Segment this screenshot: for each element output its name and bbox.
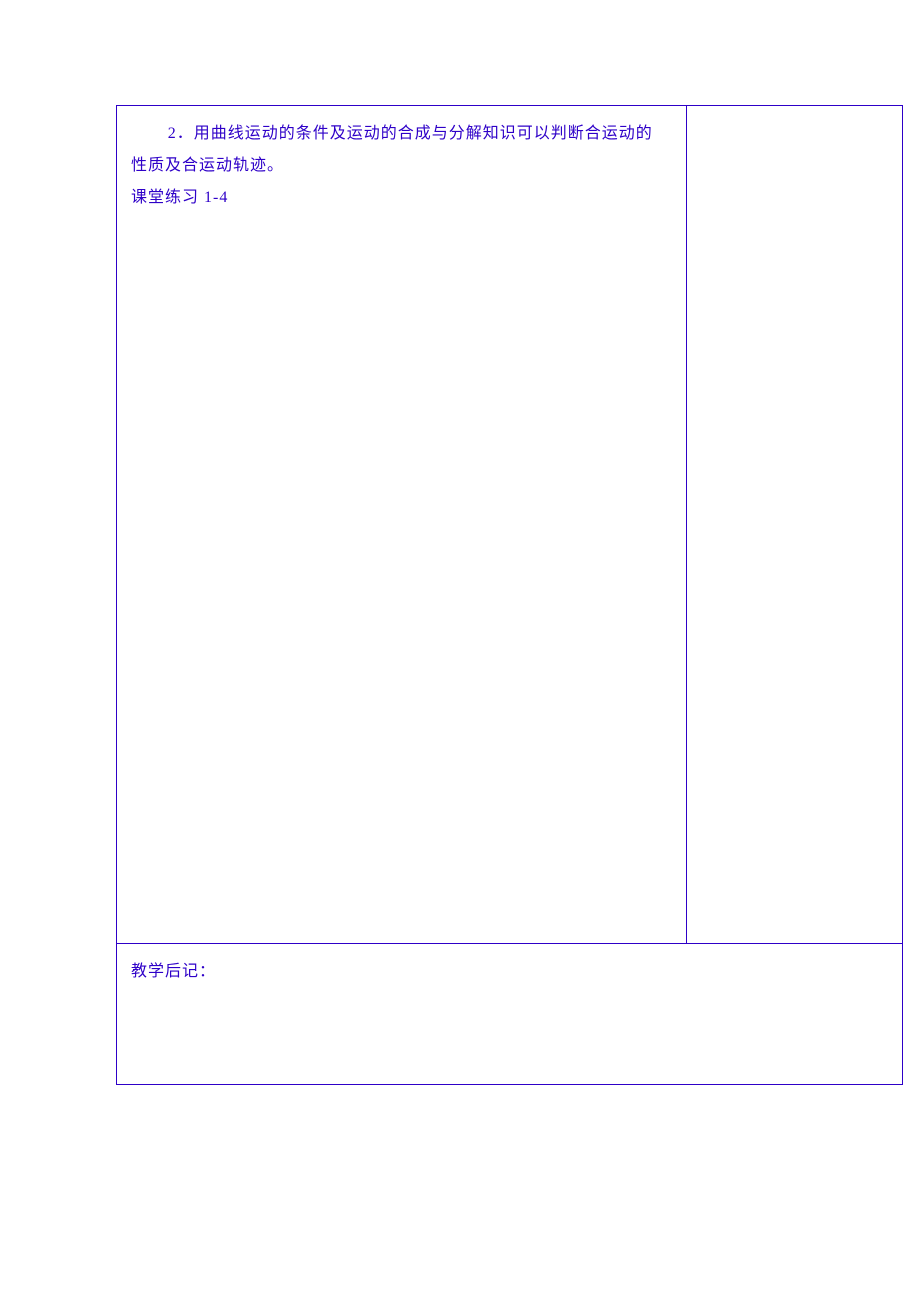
content-row: 2．用曲线运动的条件及运动的合成与分解知识可以判断合运动的 性质及合运动轨迹。 … xyxy=(117,106,903,944)
document-table-container: 2．用曲线运动的条件及运动的合成与分解知识可以判断合运动的 性质及合运动轨迹。 … xyxy=(116,105,903,1085)
lesson-plan-table: 2．用曲线运动的条件及运动的合成与分解知识可以判断合运动的 性质及合运动轨迹。 … xyxy=(116,105,903,1085)
main-content-cell: 2．用曲线运动的条件及运动的合成与分解知识可以判断合运动的 性质及合运动轨迹。 … xyxy=(117,106,687,944)
side-notes-cell xyxy=(687,106,903,944)
footer-row: 教学后记： xyxy=(117,944,903,1085)
content-line-3: 课堂练习 1-4 xyxy=(131,182,672,214)
content-line-2: 性质及合运动轨迹。 xyxy=(131,150,672,182)
teaching-notes-label: 教学后记： xyxy=(131,956,888,988)
footer-inner: 教学后记： xyxy=(117,944,902,1000)
content-inner: 2．用曲线运动的条件及运动的合成与分解知识可以判断合运动的 性质及合运动轨迹。 … xyxy=(117,106,686,226)
content-line-1: 2．用曲线运动的条件及运动的合成与分解知识可以判断合运动的 xyxy=(131,118,672,150)
teaching-notes-cell: 教学后记： xyxy=(117,944,903,1085)
